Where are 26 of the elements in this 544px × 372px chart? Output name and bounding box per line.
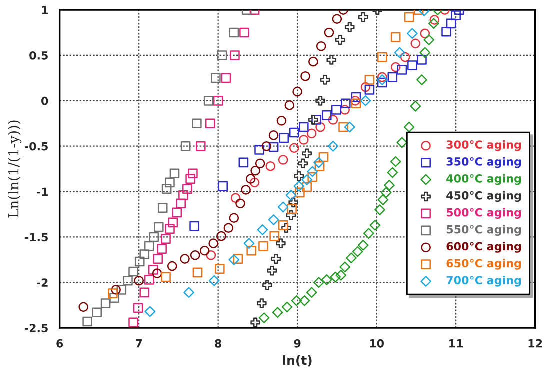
y-tick-label: -1.5 [25, 233, 48, 242]
x-tick-label: 11 [450, 340, 464, 348]
legend-label: 300°C aging [446, 140, 522, 152]
y-tick-label: -2.5 [25, 324, 48, 332]
y-tick-label: 1 [42, 6, 48, 14]
y-tick-label: 0.5 [30, 51, 48, 60]
legend-label: 350°C aging [446, 157, 522, 168]
legend-label: 650°C aging [446, 259, 522, 270]
y-tick-label: -1 [36, 188, 48, 196]
x-tick-label: 7 [136, 340, 142, 348]
legend-label: 400°C aging [446, 174, 522, 186]
x-tick-label: 12 [528, 339, 542, 348]
x-tick-label: 10 [370, 339, 384, 348]
legend-label: 550°C aging [446, 225, 522, 236]
y-tick-label: 0 [42, 96, 48, 106]
x-tick-label: 9 [294, 339, 301, 348]
legend-label: 450°C aging [446, 191, 522, 202]
x-tick-label: 8 [215, 339, 222, 348]
y-tick-label: -0.5 [25, 142, 48, 151]
y-axis-title: Ln(ln(1/(1-y))) [8, 120, 22, 218]
x-tick-label: 6 [56, 339, 64, 348]
legend-label: 500°C aging [446, 208, 522, 220]
legend-label: 700°C aging [446, 276, 522, 287]
legend-label: 600°C aging [446, 242, 522, 253]
x-axis-title: ln(t) [283, 356, 312, 367]
y-tick-label: -2 [36, 278, 48, 287]
